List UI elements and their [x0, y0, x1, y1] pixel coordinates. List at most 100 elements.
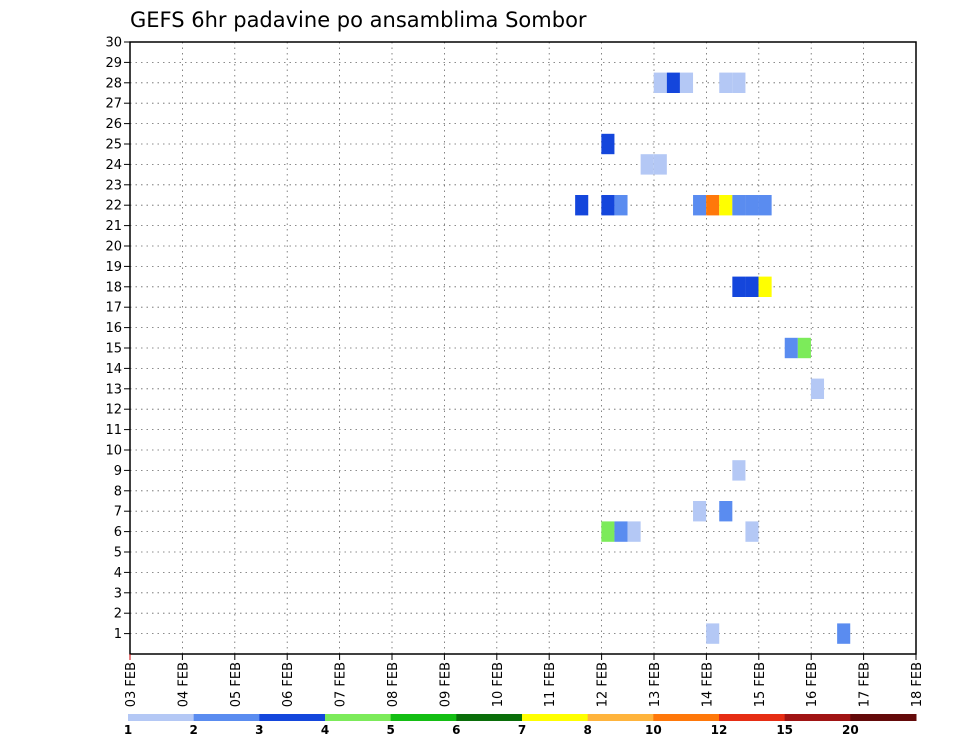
x-tick-label-15: 18 FEB — [910, 662, 925, 707]
y-tick-label-20: 20 — [105, 240, 122, 255]
y-tick-label-1: 1 — [114, 627, 122, 642]
x-tick-label-5: 08 FEB — [386, 662, 401, 707]
x-tick-label-3: 06 FEB — [281, 662, 296, 707]
precip-cell-18 — [745, 276, 759, 297]
x-tick-label-8: 11 FEB — [543, 662, 558, 707]
precip-cell-17 — [732, 276, 746, 297]
colorbar-swatch-9 — [719, 714, 786, 721]
precip-cell-10 — [614, 195, 628, 216]
x-tick-label-10: 13 FEB — [648, 662, 663, 707]
colorbar-label-10: 15 — [776, 723, 793, 737]
precip-cell-22 — [810, 378, 825, 399]
precip-cell-9 — [601, 195, 615, 216]
y-axis-ticks: 1234567891011121314151617181920212223242… — [105, 36, 130, 642]
colorbar-label-6: 7 — [518, 723, 526, 737]
precip-cell-31 — [837, 623, 851, 644]
x-tick-label-1: 04 FEB — [176, 662, 191, 707]
colorbar-label-11: 20 — [842, 723, 859, 737]
precip-cell-13 — [719, 195, 733, 216]
chart-title: GEFS 6hr padavine po ansamblima Sombor — [130, 8, 587, 32]
precip-cell-28 — [627, 521, 641, 542]
precip-cell-30 — [706, 623, 720, 644]
x-tick-label-7: 10 FEB — [491, 662, 506, 707]
y-tick-label-8: 8 — [114, 484, 122, 499]
precip-cell-15 — [745, 195, 759, 216]
colorbar-label-2: 3 — [255, 723, 263, 737]
precip-cell-4 — [732, 72, 746, 93]
y-tick-label-6: 6 — [114, 525, 122, 540]
y-tick-label-7: 7 — [114, 505, 122, 520]
precip-cell-7 — [653, 154, 667, 175]
colorbar-swatch-6 — [522, 714, 589, 721]
precip-cell-14 — [732, 195, 746, 216]
colorbar-label-7: 8 — [583, 723, 591, 737]
colorbar-swatch-11 — [850, 714, 917, 721]
y-tick-label-3: 3 — [114, 586, 122, 601]
x-tick-label-12: 15 FEB — [753, 662, 768, 707]
colorbar-label-0: 1 — [124, 723, 132, 737]
y-tick-label-4: 4 — [114, 566, 122, 581]
y-tick-label-19: 19 — [105, 260, 122, 275]
precip-cell-23 — [732, 460, 746, 481]
y-tick-label-25: 25 — [105, 138, 122, 153]
y-tick-label-27: 27 — [105, 97, 122, 112]
colorbar-swatch-0 — [128, 714, 195, 721]
grid-lines — [130, 42, 916, 654]
precip-cell-24 — [693, 501, 707, 522]
colorbar-swatch-3 — [325, 714, 392, 721]
precip-cell-6 — [640, 154, 654, 175]
colorbar-label-3: 4 — [321, 723, 329, 737]
colorbar-swatch-8 — [653, 714, 720, 721]
precip-cell-27 — [614, 521, 628, 542]
precip-cell-0 — [653, 72, 667, 93]
colorbar-label-1: 2 — [189, 723, 197, 737]
y-tick-label-10: 10 — [105, 444, 122, 459]
x-tick-label-9: 12 FEB — [596, 662, 611, 707]
colorbar-swatch-1 — [193, 714, 260, 721]
precip-cell-8 — [575, 195, 589, 216]
y-tick-label-28: 28 — [105, 76, 122, 91]
x-tick-label-11: 14 FEB — [700, 662, 715, 707]
y-tick-label-15: 15 — [105, 342, 122, 357]
precip-cell-25 — [719, 501, 733, 522]
colorbar-legend: 1 2 3 4 5 6 7 8 10 12 15 20 — [124, 714, 917, 737]
y-tick-label-17: 17 — [105, 301, 122, 316]
precip-cell-26 — [601, 521, 615, 542]
x-tick-label-4: 07 FEB — [334, 662, 349, 707]
colorbar-label-5: 6 — [452, 723, 460, 737]
colorbar-swatch-10 — [784, 714, 851, 721]
x-axis-ticks: 03 FEB 04 FEB 05 FEB 06 FEB 07 FEB 08 FEB 09 F… — [124, 654, 925, 707]
precip-cell-3 — [719, 72, 733, 93]
colorbar-label-4: 5 — [386, 723, 394, 737]
y-tick-label-2: 2 — [114, 607, 122, 622]
y-tick-label-22: 22 — [105, 199, 122, 214]
colorbar-label-9: 12 — [711, 723, 728, 737]
precip-cell-19 — [758, 276, 772, 297]
y-tick-label-11: 11 — [105, 423, 122, 438]
precip-cell-20 — [784, 337, 798, 359]
x-tick-label-13: 16 FEB — [805, 662, 820, 707]
precip-cell-21 — [797, 337, 811, 359]
y-tick-label-24: 24 — [105, 158, 122, 173]
x-tick-label-2: 05 FEB — [229, 662, 244, 707]
precip-cell-1 — [666, 72, 680, 93]
precip-cell-5 — [601, 133, 615, 155]
y-tick-label-16: 16 — [105, 321, 122, 336]
x-tick-label-0: 03 FEB — [124, 662, 139, 707]
precip-cell-29 — [745, 521, 759, 542]
y-tick-label-30: 30 — [105, 36, 122, 51]
colorbar-swatch-7 — [587, 714, 654, 721]
x-tick-label-14: 17 FEB — [858, 662, 873, 707]
colorbar-swatch-5 — [456, 714, 523, 721]
y-tick-label-23: 23 — [105, 178, 122, 193]
y-tick-label-21: 21 — [105, 219, 122, 234]
y-tick-label-12: 12 — [105, 403, 122, 418]
precip-cell-11 — [693, 195, 707, 216]
y-tick-label-29: 29 — [105, 56, 122, 71]
y-tick-label-13: 13 — [105, 382, 122, 397]
precip-cell-16 — [758, 195, 772, 216]
colorbar-swatch-2 — [259, 714, 326, 721]
y-tick-label-5: 5 — [114, 546, 122, 561]
